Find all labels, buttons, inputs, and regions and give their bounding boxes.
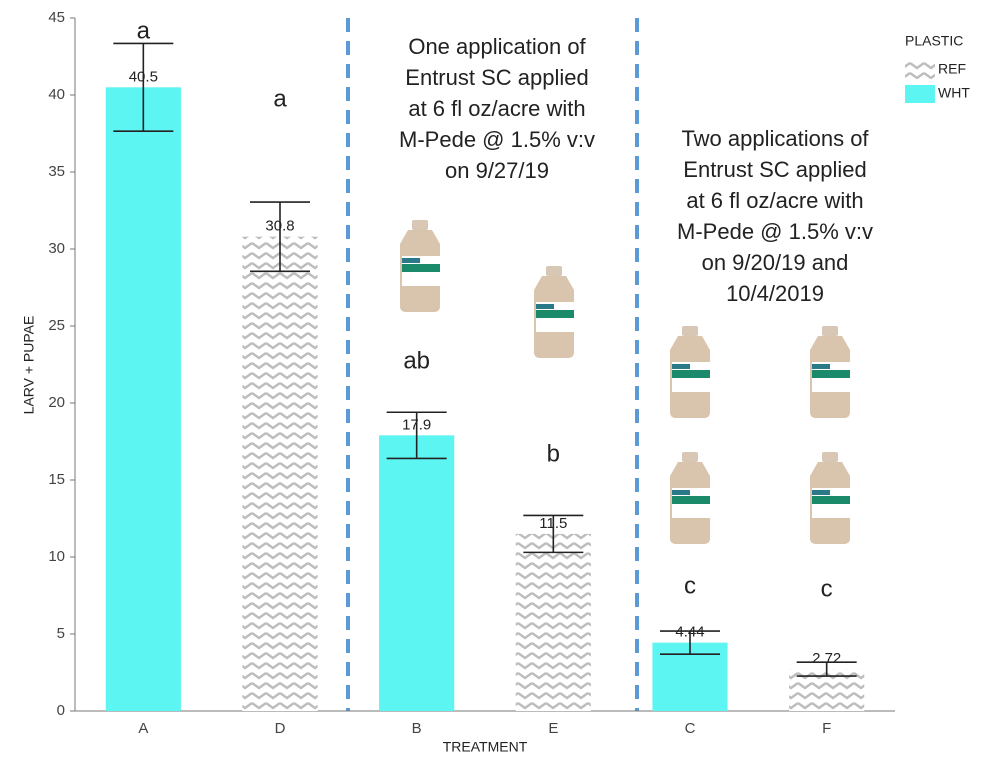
legend-swatch	[905, 61, 935, 79]
y-tick-label: 5	[57, 625, 65, 642]
x-tick-label: D	[275, 720, 286, 737]
annotation: M-Pede @ 1.5% v:v	[399, 127, 595, 152]
y-tick-label: 25	[48, 317, 65, 334]
bottle-image	[810, 452, 850, 544]
y-tick-label: 15	[48, 471, 65, 488]
x-tick-label: C	[685, 720, 696, 737]
bar	[516, 534, 591, 711]
significance-letter: a	[137, 17, 151, 44]
annotation: at 6 fl oz/acre with	[408, 96, 585, 121]
y-tick-label: 45	[48, 9, 65, 26]
x-tick-label: E	[548, 720, 558, 737]
significance-letter: b	[547, 440, 560, 467]
y-axis-label: LARV + PUPAE	[21, 316, 37, 415]
significance-letter: c	[821, 575, 833, 602]
annotation: Entrust SC applied	[683, 157, 866, 182]
annotation: at 6 fl oz/acre with	[686, 188, 863, 213]
bottle-image	[670, 452, 710, 544]
annotation: M-Pede @ 1.5% v:v	[677, 219, 873, 244]
bar	[379, 435, 454, 711]
significance-letter: ab	[403, 347, 430, 374]
x-axis-label: TREATMENT	[443, 739, 528, 755]
x-tick-label: F	[822, 720, 831, 737]
x-tick-label: B	[412, 720, 422, 737]
bar	[106, 87, 181, 711]
significance-letter: a	[273, 85, 287, 112]
legend-label: WHT	[938, 85, 970, 101]
bottle-image	[400, 220, 440, 312]
legend-swatch	[905, 85, 935, 103]
annotation: on 9/27/19	[445, 158, 549, 183]
annotation: 10/4/2019	[726, 281, 824, 306]
significance-letter: c	[684, 572, 696, 599]
bottle-image	[534, 266, 574, 358]
legend-title: PLASTIC	[905, 33, 963, 49]
y-tick-label: 10	[48, 548, 65, 565]
bar	[242, 237, 317, 711]
annotation: Entrust SC applied	[405, 65, 588, 90]
chart: LARV + PUPAE TREATMENT PLASTIC 0 5 10 15 20 2…	[0, 0, 995, 759]
annotation: One application of	[408, 34, 586, 59]
bottle-image	[670, 326, 710, 418]
y-tick-label: 35	[48, 163, 65, 180]
x-tick-label: A	[138, 720, 148, 737]
y-tick-label: 40	[48, 86, 65, 103]
y-tick-label: 0	[57, 702, 65, 719]
annotation: Two applications of	[681, 126, 869, 151]
annotation: on 9/20/19 and	[702, 250, 849, 275]
bottle-image	[810, 326, 850, 418]
y-tick-label: 20	[48, 394, 65, 411]
legend-label: REF	[938, 61, 966, 77]
y-tick-label: 30	[48, 240, 65, 257]
